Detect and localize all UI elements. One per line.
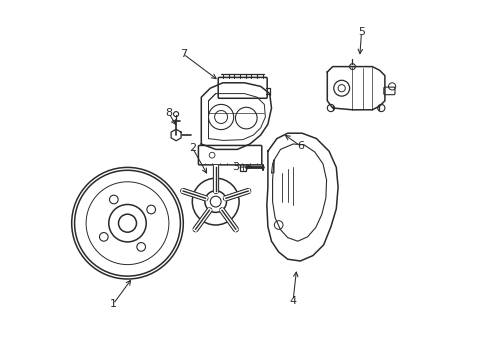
Text: 5: 5 xyxy=(357,27,364,37)
Text: 4: 4 xyxy=(289,296,296,306)
Text: 2: 2 xyxy=(188,143,196,153)
FancyBboxPatch shape xyxy=(218,77,266,98)
Text: 8: 8 xyxy=(165,108,172,118)
Text: 3: 3 xyxy=(231,162,239,172)
Text: 7: 7 xyxy=(180,49,186,59)
Text: 1: 1 xyxy=(109,299,116,309)
FancyBboxPatch shape xyxy=(239,164,246,171)
FancyBboxPatch shape xyxy=(198,145,261,165)
Text: 6: 6 xyxy=(296,141,303,151)
